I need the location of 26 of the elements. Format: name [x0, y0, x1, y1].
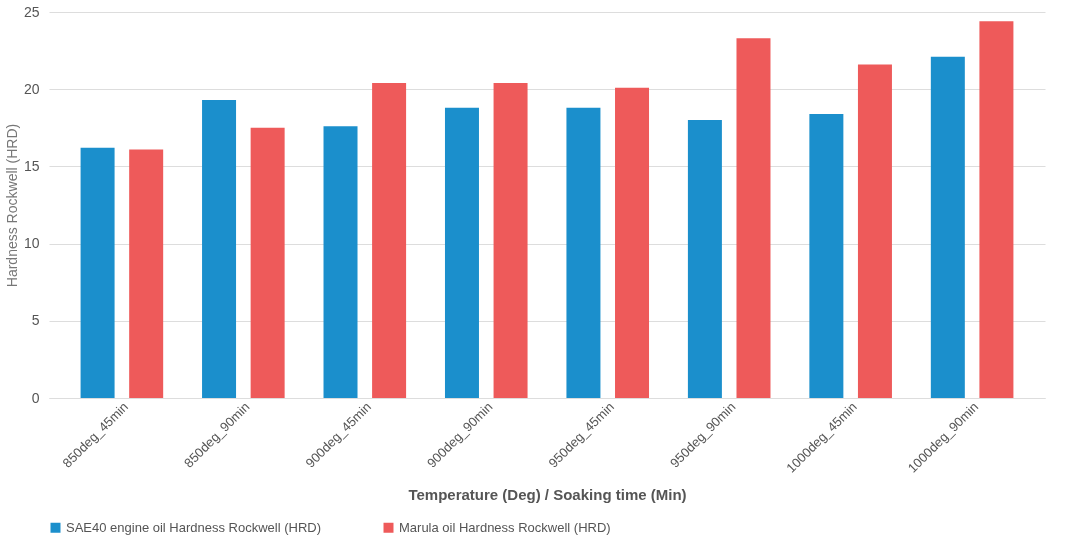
bar [372, 83, 407, 398]
bar [930, 56, 965, 398]
bar [444, 107, 479, 398]
bar [857, 64, 892, 398]
x-axis-title: Temperature (Deg) / Soaking time (Min) [408, 485, 687, 503]
bar [493, 83, 528, 398]
bar [615, 87, 650, 398]
bar [323, 126, 358, 398]
bar [687, 120, 722, 398]
bar [566, 107, 601, 398]
legend-label: Marula oil Hardness Rockwell (HRD) [399, 519, 611, 535]
bar [250, 127, 285, 398]
y-axis-title: Hardness Rockwell (HRD) [3, 123, 20, 288]
bar [202, 100, 237, 398]
bar [129, 149, 164, 398]
y-tick-label: 5 [31, 312, 40, 329]
y-tick-label: 25 [23, 3, 40, 20]
bar [80, 147, 115, 398]
y-tick-label: 0 [31, 389, 40, 406]
y-tick-label: 20 [23, 80, 40, 97]
y-tick-label: 15 [23, 157, 40, 174]
bar [736, 38, 771, 398]
legend-label: SAE40 engine oil Hardness Rockwell (HRD) [66, 519, 322, 535]
y-tick-label: 10 [23, 235, 40, 252]
bar [979, 21, 1014, 398]
bar [809, 113, 844, 398]
